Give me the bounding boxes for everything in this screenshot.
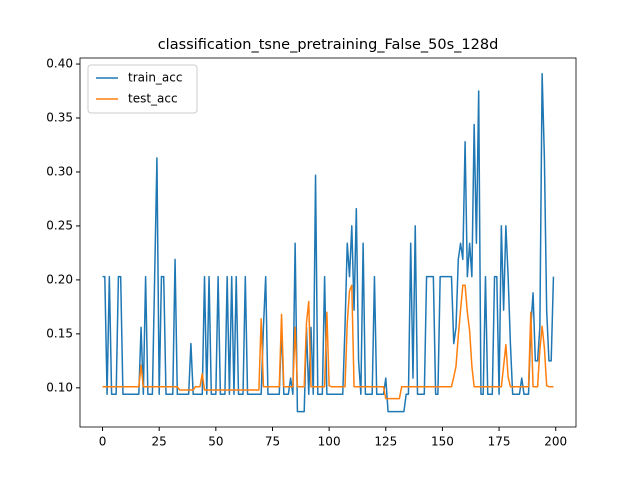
- chart-title: classification_tsne_pretraining_False_50…: [158, 37, 499, 53]
- y-tick-label: 0.35: [46, 111, 73, 125]
- y-tick-label: 0.40: [46, 57, 73, 71]
- x-tick-label: 125: [374, 435, 397, 449]
- legend-label: test_acc: [128, 92, 178, 106]
- y-tick-label: 0.20: [46, 272, 73, 286]
- x-tick-label: 100: [318, 435, 341, 449]
- y-tick-label: 0.15: [46, 326, 73, 340]
- legend-label: train_acc: [128, 71, 182, 85]
- x-tick-label: 175: [488, 435, 511, 449]
- plot-frame: [79, 57, 577, 428]
- y-tick-label: 0.25: [46, 218, 73, 232]
- series-line: [102, 284, 554, 400]
- legend-box: [87, 64, 198, 114]
- x-tick-label: 150: [431, 435, 454, 449]
- y-tick-label: 0.30: [46, 164, 73, 178]
- x-tick-label: 0: [99, 435, 107, 449]
- x-tick-label: 25: [152, 435, 167, 449]
- x-tick-label: 200: [544, 435, 567, 449]
- y-tick-label: 0.10: [46, 380, 73, 394]
- x-tick-label: 50: [208, 435, 223, 449]
- x-tick-label: 75: [265, 435, 280, 449]
- series-line: [102, 73, 555, 413]
